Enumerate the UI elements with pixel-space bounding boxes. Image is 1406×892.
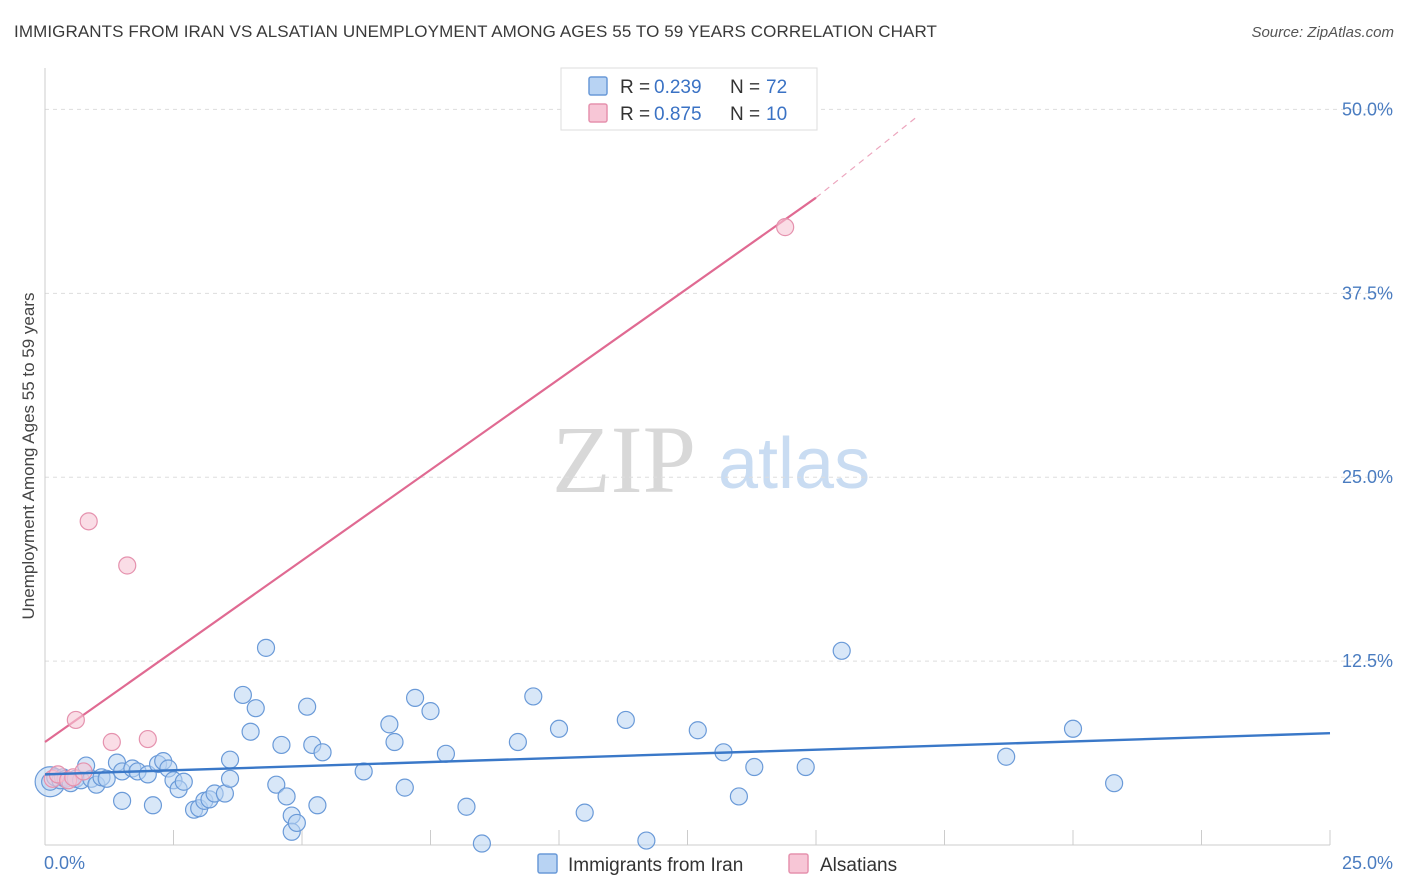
iran-point-60 [575, 803, 594, 822]
y-tick-label-2: 37.5% [1342, 283, 1393, 303]
x-tick-label-0: 0.0% [44, 853, 85, 873]
series-legend: Immigrants from Iran Alsatians [537, 853, 897, 876]
iran-point-55 [457, 797, 476, 816]
legend-r-value-iran: 0.239 [654, 77, 702, 98]
alsatians-trend-solid [44, 196, 817, 743]
source-credit: Source: ZipAtlas.com [1251, 24, 1394, 41]
iran-point-15 [112, 791, 132, 810]
legend-r-label-alsatians: R = [620, 104, 650, 125]
iran-point-61 [616, 710, 635, 730]
y-axis-label: Unemployment Among Ages 55 to 59 years [19, 293, 38, 620]
iran-point-39 [272, 735, 291, 755]
iran-point-37 [256, 638, 276, 657]
y-tick-label-1: 25.0% [1342, 467, 1393, 487]
legend-r-label-iran: R = [620, 77, 650, 98]
iran-trend-solid [44, 731, 1331, 776]
iran-point-71 [1105, 774, 1124, 793]
iran-point-68 [832, 641, 851, 660]
iran-point-32 [220, 769, 240, 788]
legend-n-value-alsatians: 10 [766, 104, 787, 125]
iran-point-44 [298, 697, 317, 716]
iran-point-63 [688, 721, 707, 740]
legend-n-label-alsatians: N = [730, 104, 760, 125]
iran-point-38 [267, 775, 286, 794]
alsatians-point-10 [776, 218, 795, 237]
alsatians-point-9 [138, 729, 157, 749]
legend-n-value-iran: 72 [766, 77, 787, 98]
iran-point-65 [729, 787, 749, 806]
iran-point-56 [472, 834, 491, 853]
iran-point-48 [354, 762, 373, 781]
y-tick-label-0: 12.5% [1342, 651, 1393, 671]
iran-point-25 [174, 772, 193, 791]
iran-point-36 [246, 699, 265, 718]
iran-point-47 [313, 743, 332, 762]
iran-point-43 [287, 813, 306, 833]
watermark-atlas: atlas [718, 424, 870, 504]
alsatians-point-7 [102, 732, 121, 752]
iran-point-46 [308, 796, 327, 815]
iran-point-53 [421, 702, 440, 721]
iran-trend-line [44, 731, 1331, 776]
iran-point-12 [97, 769, 116, 788]
iran-point-69 [997, 747, 1016, 766]
iran-point-40 [277, 787, 296, 806]
gridlines [45, 108, 1392, 662]
iran-point-52 [405, 688, 425, 707]
chart-title: IMMIGRANTS FROM IRAN VS ALSATIAN UNEMPLO… [14, 22, 938, 41]
watermark-zip: ZIP [552, 406, 696, 513]
y-tick-labels: 12.5% 25.0% 37.5% 50.0% [1342, 99, 1393, 671]
x-tick-label-1: 25.0% [1342, 853, 1393, 873]
iran-point-51 [395, 778, 414, 797]
correlation-legend: R = 0.239 N = 72 R = 0.875 N = 10 [560, 67, 818, 131]
bottom-legend-swatch-alsatians [788, 853, 809, 874]
iran-point-19 [143, 796, 163, 815]
iran-point-66 [745, 757, 764, 777]
alsatians-point-6 [79, 512, 98, 531]
legend-swatch-alsatians [588, 103, 608, 123]
bottom-legend-label-alsatians: Alsatians [820, 855, 897, 876]
legend-swatch-iran [588, 76, 608, 96]
iran-point-70 [1063, 719, 1083, 738]
alsatians-point-5 [74, 762, 93, 781]
iran-point-62 [637, 831, 656, 850]
x-tick-marks [173, 830, 1331, 845]
iran-point-50 [385, 732, 404, 752]
alsatians-trend-dashed [815, 114, 920, 199]
legend-n-label-iran: N = [730, 77, 760, 98]
alsatians-point-8 [118, 556, 137, 575]
iran-point-59 [549, 719, 569, 738]
x-tick-labels: 0.0% 25.0% [44, 853, 1393, 873]
iran-point-54 [436, 744, 456, 763]
y-tick-label-3: 50.0% [1342, 99, 1393, 119]
iran-point-57 [508, 732, 527, 752]
iran-point-67 [796, 757, 815, 777]
iran-point-58 [524, 687, 543, 706]
iran-point-49 [380, 715, 399, 734]
iran-point-33 [220, 750, 240, 769]
iran-point-34 [233, 685, 252, 705]
alsatians-trend-line [44, 114, 920, 743]
bottom-legend-swatch-iran [537, 853, 558, 874]
alsatians-point-4 [66, 710, 85, 730]
bottom-legend-label-iran: Immigrants from Iran [568, 855, 743, 876]
legend-r-value-alsatians: 0.875 [654, 104, 702, 125]
iran-point-35 [241, 722, 260, 741]
